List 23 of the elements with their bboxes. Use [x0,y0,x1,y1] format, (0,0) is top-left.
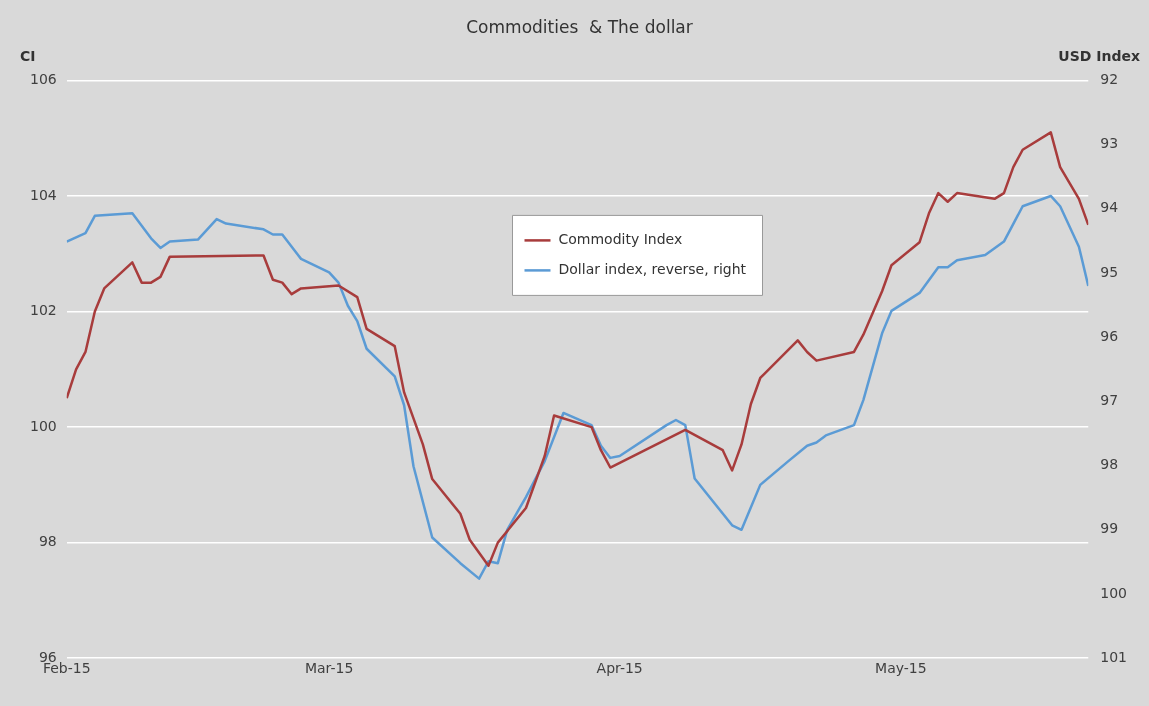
y2-tick-label: 99 [1100,520,1119,537]
y2-tick-label: 95 [1100,263,1119,280]
y-axis-title: CI [20,48,36,65]
x-tick-label: Mar-15 [304,660,354,677]
y2-tick-label: 101 [1100,648,1128,665]
y2-tick-label: 98 [1100,456,1119,473]
legend-label: Dollar index, reverse, right [558,261,747,278]
y-tick-label: 102 [29,302,57,319]
legend-label: Commodity Index [558,231,683,248]
y-tick-label: 106 [29,71,57,88]
y-tick-label: 98 [38,533,57,550]
y2-tick-label: 97 [1100,392,1119,409]
y2-axis-title: USD Index [1058,48,1140,65]
y-tick-label: 104 [29,186,57,203]
x-tick-label: May-15 [875,660,927,677]
x-tick-label: Apr-15 [596,660,643,677]
y2-tick-label: 96 [1100,327,1119,344]
y-tick-label: 100 [29,417,57,434]
chart-title: Commodities & The dollar [466,16,693,37]
y2-tick-label: 93 [1100,135,1119,152]
y2-tick-label: 92 [1100,71,1119,88]
y2-tick-label: 94 [1100,199,1119,216]
y2-tick-label: 100 [1100,584,1128,601]
